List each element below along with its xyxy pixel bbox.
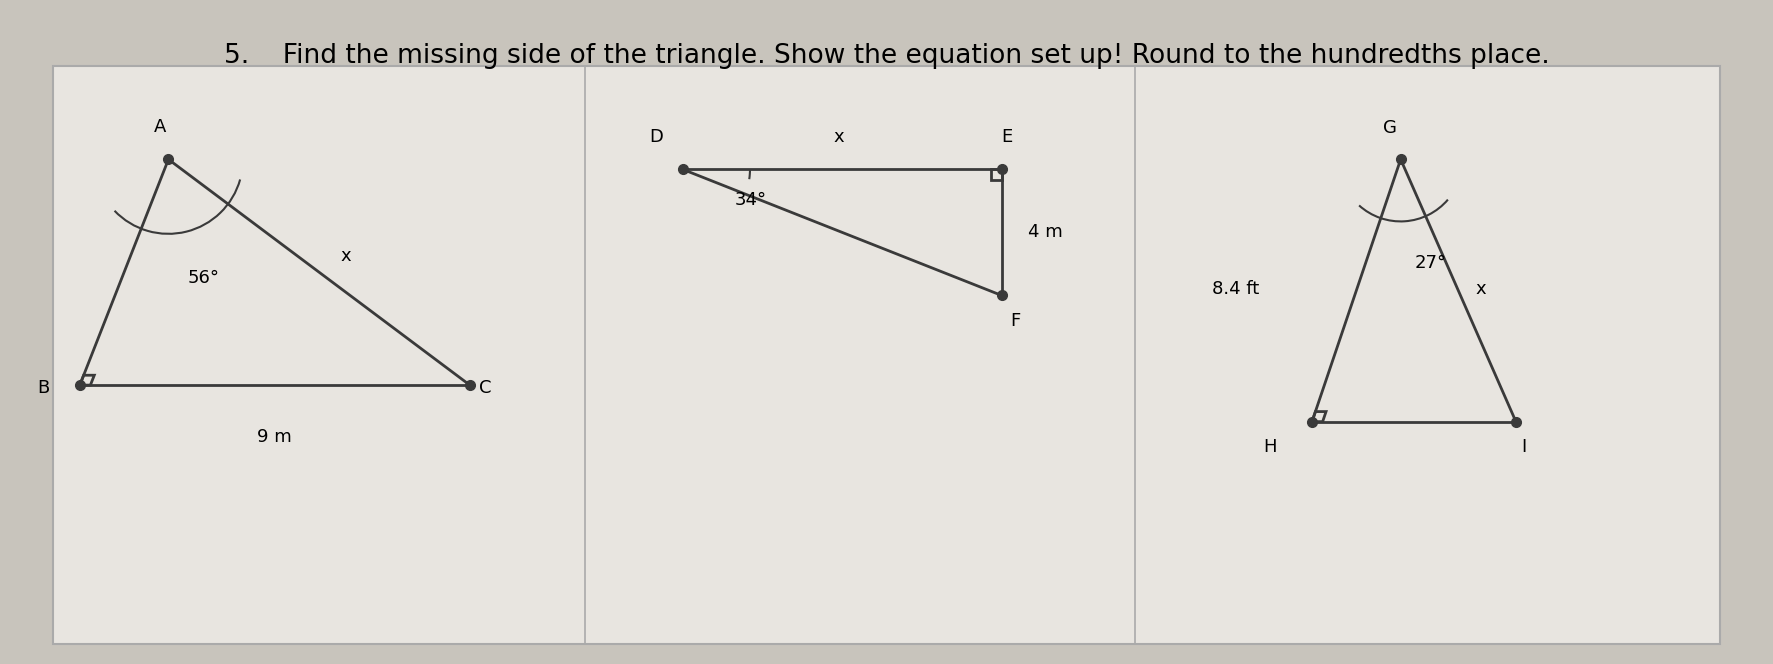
Text: B: B [37, 379, 50, 398]
Text: 56°: 56° [188, 269, 220, 287]
Text: x: x [340, 246, 351, 265]
FancyBboxPatch shape [53, 66, 1720, 644]
Text: 34°: 34° [734, 191, 768, 209]
Text: 27°: 27° [1415, 254, 1447, 272]
Text: 4 m: 4 m [1028, 223, 1064, 242]
Text: I: I [1521, 438, 1527, 456]
Text: x: x [833, 128, 844, 146]
Text: 9 m: 9 m [257, 428, 293, 446]
Text: D: D [649, 128, 663, 146]
Text: x: x [1475, 280, 1486, 298]
Text: E: E [1002, 128, 1012, 146]
Text: A: A [154, 118, 165, 136]
Text: G: G [1383, 120, 1397, 137]
Text: F: F [1011, 312, 1021, 330]
Text: C: C [479, 379, 491, 398]
Text: 8.4 ft: 8.4 ft [1211, 280, 1259, 298]
Text: H: H [1262, 438, 1277, 456]
Text: 5.    Find the missing side of the triangle. Show the equation set up! Round to : 5. Find the missing side of the triangle… [223, 43, 1550, 69]
